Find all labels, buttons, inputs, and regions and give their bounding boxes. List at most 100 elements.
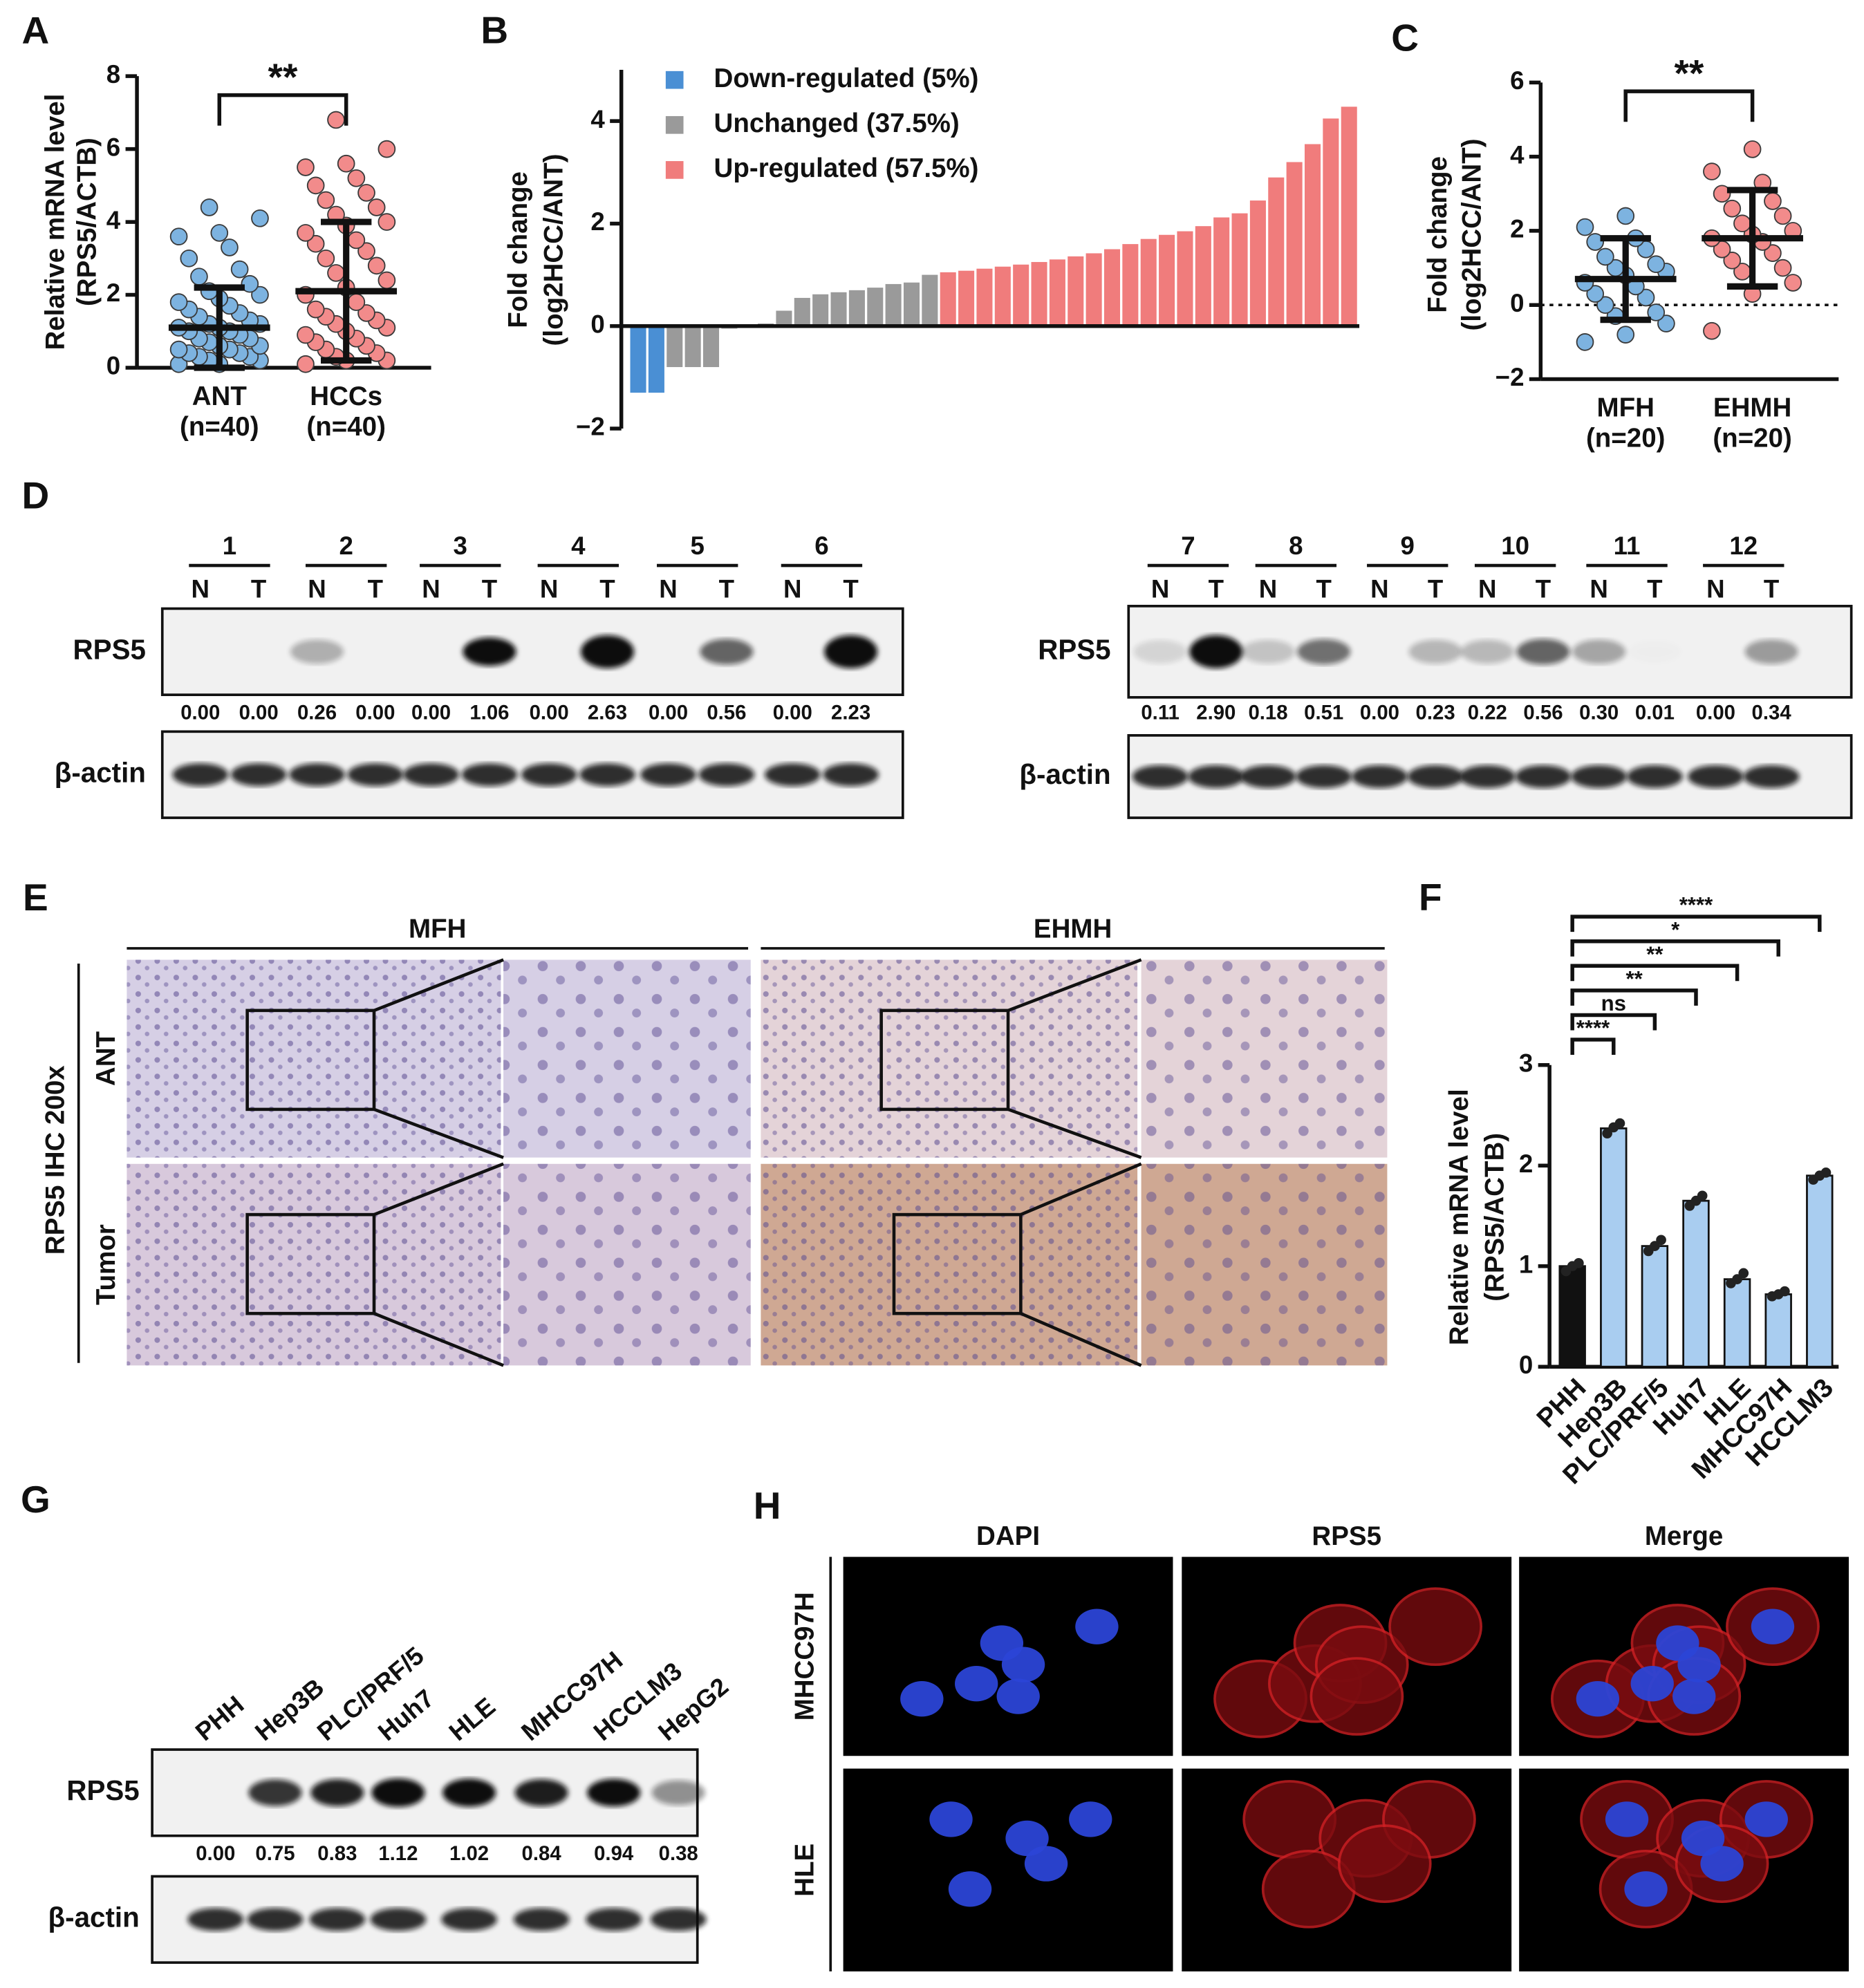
blot-band [1516, 639, 1570, 665]
band-value: 2.23 [831, 701, 870, 724]
lane-label: N [1151, 574, 1169, 603]
significance-bracket [1570, 964, 1740, 982]
x-tick-label: (n=40) [306, 412, 385, 442]
significance-label: ** [1646, 942, 1663, 966]
legend-label: Down-regulated (5%) [714, 64, 979, 93]
y-axis-label: (RPS5/ACTB) [1480, 1133, 1509, 1302]
blot-band [1460, 639, 1514, 664]
fluorescence-image [843, 1768, 1173, 1972]
bar [1195, 226, 1211, 326]
data-point [1616, 207, 1635, 225]
significance-bracket [1570, 988, 1698, 1006]
blot-band [700, 639, 754, 665]
blot-band [441, 1908, 497, 1931]
cytoplasm-signal [1388, 1587, 1482, 1667]
data-point [347, 231, 366, 250]
blot-band [764, 763, 821, 787]
band-value: 0.00 [411, 701, 451, 724]
y-tick-label: 4 [1510, 140, 1525, 169]
nucleus [955, 1666, 998, 1702]
panel-letter: D [21, 473, 49, 516]
data-point [306, 234, 325, 253]
data-point [1656, 1235, 1666, 1246]
x-tick-label: (n=20) [1586, 424, 1665, 453]
zoom-line [1007, 958, 1142, 1012]
band-value: 2.90 [1196, 701, 1236, 724]
data-point [1586, 285, 1605, 303]
lane-label: N [308, 574, 326, 603]
blot-band [1132, 765, 1189, 788]
bar [1140, 238, 1157, 326]
bar [1249, 200, 1266, 326]
significance-label: ** [1625, 966, 1643, 991]
band-value: 0.00 [355, 701, 395, 724]
legend-swatch [665, 161, 684, 179]
zoom-line [373, 1162, 504, 1217]
data-point [306, 176, 325, 195]
bar [1068, 256, 1084, 326]
band-value: 0.11 [1141, 701, 1179, 724]
significance-label: **** [1576, 1016, 1610, 1040]
group-label: MFH [409, 914, 466, 944]
lane-label: T [368, 574, 383, 603]
lane-label: N [1706, 574, 1724, 603]
data-point [1596, 296, 1614, 315]
bar [1806, 1174, 1834, 1368]
data-point [378, 271, 396, 290]
data-point [337, 154, 355, 173]
nucleus [1624, 1871, 1668, 1907]
blot-band [310, 1779, 364, 1806]
lane-label: N [422, 574, 440, 603]
row-label: Tumor [91, 1224, 121, 1305]
blot-band [1572, 639, 1626, 664]
data-point [251, 209, 269, 227]
data-point [306, 300, 325, 319]
blot-band [290, 639, 344, 664]
lane-label: N [1259, 574, 1277, 603]
blot-band [1408, 639, 1462, 664]
band-value: 0.00 [1360, 701, 1399, 724]
lane-group: 4 [571, 532, 586, 560]
blot-band [579, 763, 635, 787]
ihc-texture [1141, 1163, 1388, 1366]
side-label: RPS5 IHC 200x [41, 1065, 71, 1255]
lane-label: N [783, 574, 801, 603]
band-value: 0.00 [530, 701, 569, 724]
significance-label: * [1671, 917, 1680, 941]
bar [1031, 262, 1047, 326]
lane-label: Hep3B [250, 1673, 329, 1746]
significance-bracket [1570, 1038, 1616, 1056]
blot-band [651, 1780, 705, 1806]
y-tick-label: 2 [1510, 215, 1524, 243]
band-value: 0.38 [659, 1842, 698, 1865]
data-point [357, 184, 375, 202]
bar [1085, 253, 1102, 326]
bar [903, 282, 920, 326]
data-point [1703, 162, 1721, 180]
bar [1764, 1293, 1792, 1368]
blot-band [1515, 765, 1572, 788]
blot-band [230, 763, 287, 787]
band-value: 0.51 [1304, 701, 1343, 724]
row-label: HLE [790, 1844, 820, 1897]
blot-band [1571, 765, 1628, 788]
blot-band [289, 763, 345, 787]
blot-band [1189, 635, 1243, 668]
band-value: 0.34 [1752, 701, 1792, 724]
bar [1304, 144, 1321, 326]
nucleus [1576, 1681, 1620, 1717]
lane-group: 9 [1401, 532, 1415, 560]
row-label: ANT [91, 1031, 121, 1086]
bar [684, 326, 701, 368]
lane-label: T [843, 574, 858, 603]
data-point [367, 198, 386, 216]
band-value: 0.83 [317, 1842, 357, 1865]
legend-swatch [665, 71, 684, 89]
data-point [1637, 288, 1655, 307]
lane-label: HLE [444, 1692, 501, 1747]
data-point [251, 285, 269, 304]
panel-letter: E [23, 876, 48, 919]
band-value: 0.30 [1579, 701, 1619, 724]
zoom-line [1020, 1312, 1142, 1367]
data-point [1647, 303, 1666, 321]
